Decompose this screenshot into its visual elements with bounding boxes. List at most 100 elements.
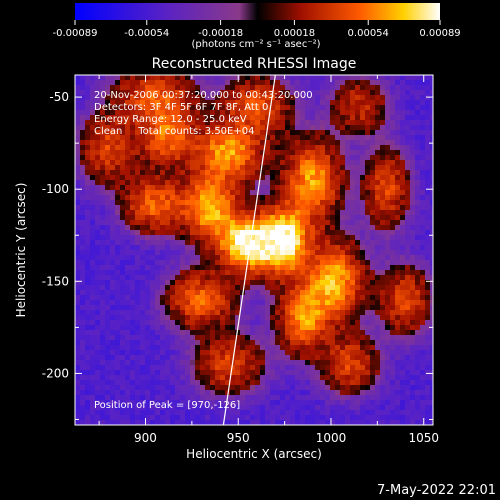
heatmap-cell [395,115,401,121]
heatmap-cell [350,275,356,281]
heatmap-cell [270,275,276,281]
heatmap-cell [420,135,426,141]
heatmap-cell [110,225,116,231]
heatmap-cell [215,230,221,236]
heatmap-cell [120,240,126,246]
heatmap-cell [125,380,131,386]
heatmap-cell [245,200,251,206]
heatmap-cell [90,335,96,341]
heatmap-cell [335,155,341,161]
heatmap-cell [285,190,291,196]
heatmap-cell [260,105,266,111]
heatmap-cell [160,300,166,306]
heatmap-cell [315,385,321,391]
heatmap-cell [95,385,101,391]
heatmap-cell [390,285,396,291]
heatmap-cell [275,400,281,406]
heatmap-cell [195,185,201,191]
heatmap-cell [360,195,366,201]
heatmap-cell [315,360,321,366]
heatmap-cell [235,95,241,101]
heatmap-cell [265,180,271,186]
heatmap-cell [285,360,291,366]
heatmap-cell [165,85,171,91]
heatmap-cell [215,405,221,411]
heatmap-cell [265,255,271,261]
heatmap-cell [145,305,151,311]
heatmap-cell [355,165,361,171]
heatmap-cell [255,405,261,411]
heatmap-cell [110,85,116,91]
heatmap-cell [420,100,426,106]
heatmap-cell [285,95,291,101]
heatmap-cell [350,140,356,146]
heatmap-cell [430,240,433,246]
heatmap-cell [315,150,321,156]
heatmap-cell [320,325,326,331]
heatmap-cell [160,365,166,371]
heatmap-cell [270,110,276,116]
heatmap-cell [85,170,91,176]
heatmap-cell [410,385,416,391]
heatmap-cell [415,225,421,231]
heatmap-cell [255,280,261,286]
heatmap-cell [180,265,186,271]
heatmap-cell [295,185,301,191]
heatmap-cell [395,75,401,81]
heatmap-cell [285,170,291,176]
heatmap-cell [295,190,301,196]
heatmap-cell [285,375,291,381]
heatmap-cell [195,360,201,366]
heatmap-cell [315,405,321,411]
heatmap-cell [265,85,271,91]
heatmap-cell [165,335,171,341]
heatmap-cell [155,345,161,351]
heatmap-cell [195,380,201,386]
heatmap-cell [275,165,281,171]
heatmap-cell [170,165,176,171]
heatmap-cell [335,240,341,246]
heatmap-cell [305,155,311,161]
heatmap-cell [310,170,316,176]
heatmap-cell [245,365,251,371]
heatmap-cell [330,280,336,286]
heatmap-cell [225,290,231,296]
heatmap-cell [90,210,96,216]
heatmap-cell [110,310,116,316]
heatmap-cell [80,125,86,131]
heatmap-cell [375,90,381,96]
heatmap-cell [295,165,301,171]
heatmap-cell [270,330,276,336]
heatmap-cell [420,210,426,216]
heatmap-cell [120,160,126,166]
heatmap-cell [160,150,166,156]
heatmap-cell [350,260,356,266]
heatmap-cell [175,390,181,396]
heatmap-cell [370,310,376,316]
heatmap-cell [310,75,316,81]
heatmap-cell [340,185,346,191]
heatmap-cell [230,380,236,386]
heatmap-cell [230,95,236,101]
heatmap-cell [135,280,141,286]
heatmap-cell [215,360,221,366]
heatmap-cell [175,185,181,191]
heatmap-cell [210,175,216,181]
heatmap-cell [220,410,226,416]
heatmap-cell [260,280,266,286]
heatmap-cell [270,250,276,256]
heatmap-cell [145,115,151,121]
heatmap-cell [215,265,221,271]
heatmap-cell [115,115,121,121]
heatmap-cell [330,265,336,271]
heatmap-cell [220,400,226,406]
heatmap-cell [380,200,386,206]
heatmap-cell [160,225,166,231]
heatmap-cell [370,285,376,291]
heatmap-cell [335,290,341,296]
heatmap-cell [150,295,156,301]
heatmap-cell [300,305,306,311]
heatmap-cell [245,135,251,141]
heatmap-cell [295,385,301,391]
heatmap-cell [245,165,251,171]
